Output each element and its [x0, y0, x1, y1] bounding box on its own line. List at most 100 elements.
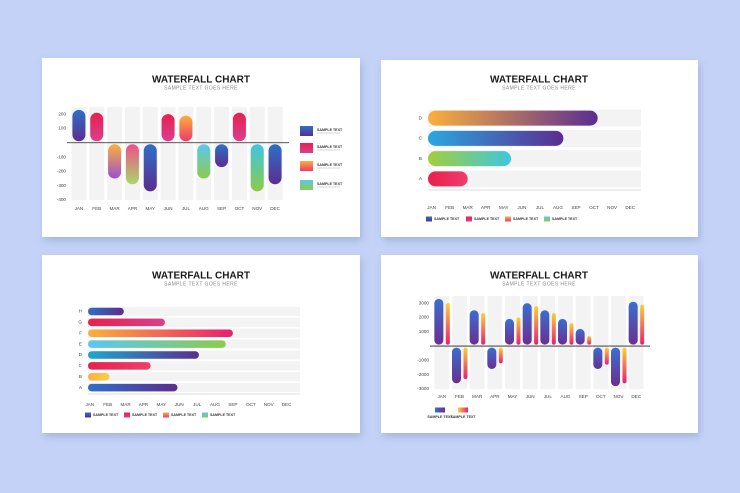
bar: [428, 151, 512, 167]
bar: [522, 303, 532, 345]
y-tick-label: 1000: [419, 329, 430, 334]
bar: [481, 313, 486, 345]
x-tick-label: OCT: [235, 206, 245, 211]
row-band: [88, 361, 300, 371]
bar: [428, 110, 598, 126]
card: [381, 255, 698, 433]
legend-swatch: [300, 126, 313, 136]
x-tick-label: JUL: [182, 206, 191, 211]
row-band: [88, 372, 300, 382]
x-tick-label: MAY: [499, 205, 509, 210]
bar: [569, 323, 574, 345]
legend-swatch: [426, 216, 432, 222]
bar: [88, 318, 165, 327]
bar: [505, 318, 514, 345]
bar: [125, 144, 139, 185]
x-tick-label: DEC: [631, 394, 641, 399]
y-tick-label: 2000: [419, 315, 430, 320]
x-tick-label: MAY: [157, 402, 167, 407]
legend-swatch: [202, 412, 208, 418]
x-tick-label: NOV: [614, 394, 625, 399]
bar: [161, 114, 175, 142]
x-tick-label: JAN: [437, 394, 446, 399]
bar: [498, 347, 503, 364]
legend-label: SAMPLE TEXT: [434, 217, 460, 221]
legend-swatch: [300, 161, 313, 171]
x-tick-label: OCT: [589, 205, 599, 210]
x-tick-label: MAR: [120, 402, 131, 407]
y-tick-label: -3000: [417, 386, 429, 391]
x-tick-label: JUN: [517, 205, 526, 210]
legend-label: SAMPLE TEXT: [132, 413, 158, 417]
bar: [88, 340, 226, 348]
y-tick-label: F: [79, 330, 82, 335]
row-band: [88, 306, 300, 317]
card: [381, 60, 698, 237]
chart-subtitle: SAMPLE TEXT GOES HERE: [164, 281, 238, 287]
legend-label: SAMPLE TEXT: [210, 413, 236, 417]
bar: [516, 317, 521, 345]
x-tick-label: FEB: [455, 394, 464, 399]
bar: [143, 144, 157, 192]
legend-label: SAMPLE TEXT: [450, 415, 476, 419]
x-tick-label: FEB: [445, 205, 454, 210]
y-tick-label: -2000: [417, 372, 429, 377]
legend-swatch: [300, 180, 313, 190]
row-band: [428, 170, 641, 188]
bar: [575, 328, 585, 345]
legend-label: SAMPLE TEXT: [427, 415, 453, 419]
x-tick-label: AUG: [553, 205, 563, 210]
y-tick-label: B: [419, 156, 422, 161]
x-tick-label: APR: [128, 206, 138, 211]
legend-label: SAMPLE TEXT: [317, 163, 343, 167]
chart-title: WATERFALL CHART: [152, 75, 250, 86]
x-tick-label: NOV: [607, 205, 618, 210]
bar: [90, 112, 104, 142]
x-tick-label: JUN: [175, 402, 184, 407]
x-tick-label: NOV: [264, 402, 275, 407]
chart-subtitle: SAMPLE TEXT GOES HERE: [502, 85, 576, 91]
bar: [268, 144, 282, 185]
x-tick-label: JUL: [536, 205, 545, 210]
x-tick-label: JAN: [85, 402, 94, 407]
bar: [232, 112, 246, 142]
x-tick-label: SEP: [571, 205, 580, 210]
row-band: [88, 382, 300, 393]
x-tick-label: FEB: [103, 402, 112, 407]
x-tick-label: FEB: [92, 206, 101, 211]
bar: [428, 130, 564, 146]
legend-label: SAMPLE TEXT: [317, 128, 343, 132]
chart-title: WATERFALL CHART: [152, 271, 250, 282]
y-tick-label: -200: [57, 169, 67, 174]
chart-title: WATERFALL CHART: [490, 271, 588, 282]
y-tick-label: A: [79, 385, 83, 390]
x-tick-label: JUL: [193, 402, 202, 407]
x-tick-label: DEC: [270, 206, 280, 211]
y-tick-label: E: [79, 341, 82, 346]
y-tick-label: 3000: [419, 300, 430, 305]
x-tick-label: OCT: [246, 402, 256, 407]
y-tick-label: A: [419, 176, 423, 181]
x-tick-label: JUN: [526, 394, 535, 399]
bar: [469, 310, 479, 345]
legend-swatch: [163, 412, 169, 418]
bar: [622, 347, 627, 384]
x-tick-label: AUG: [199, 206, 209, 211]
y-tick-label: G: [78, 320, 82, 325]
x-tick-label: AUG: [210, 402, 220, 407]
x-tick-label: SEP: [579, 394, 588, 399]
x-tick-label: DEC: [282, 402, 292, 407]
legend-label: SAMPLE TEXT: [93, 413, 119, 417]
bar: [487, 347, 497, 369]
x-tick-label: JAN: [427, 205, 436, 210]
legend-label: SAMPLE TEXT: [317, 182, 343, 186]
legend-label: SAMPLE TEXT: [171, 413, 197, 417]
legend-label: SAMPLE TEXT: [552, 217, 578, 221]
bar: [88, 362, 151, 370]
bar: [250, 144, 264, 192]
x-tick-label: MAY: [508, 394, 518, 399]
x-tick-label: NOV: [252, 206, 263, 211]
y-tick-label: C: [419, 136, 423, 141]
y-tick-label: -1000: [417, 358, 429, 363]
column-band: [487, 296, 503, 389]
